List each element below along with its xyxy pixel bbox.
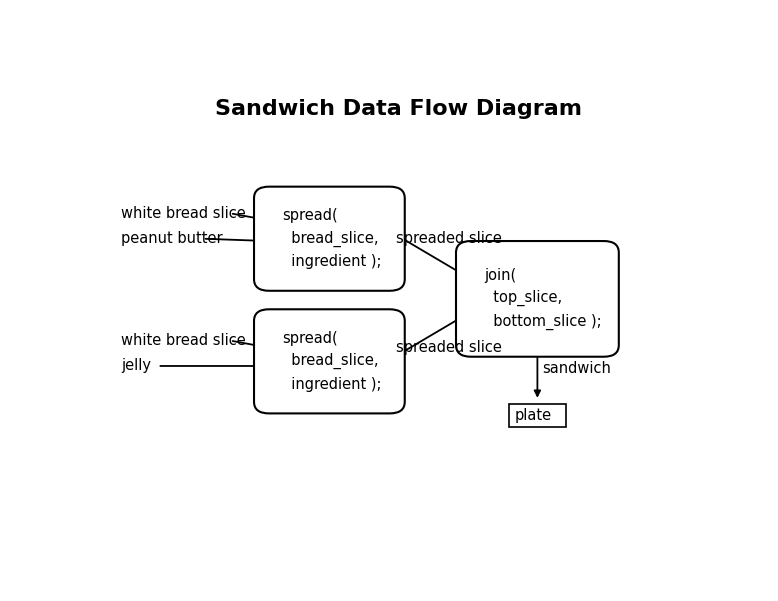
Text: jelly: jelly	[121, 358, 152, 373]
Text: white bread slice: white bread slice	[121, 206, 246, 221]
FancyBboxPatch shape	[254, 187, 405, 291]
Text: sandwich: sandwich	[542, 361, 611, 376]
Text: Sandwich Data Flow Diagram: Sandwich Data Flow Diagram	[216, 99, 582, 119]
FancyBboxPatch shape	[254, 310, 405, 413]
Text: plate: plate	[515, 408, 552, 423]
Text: join(
  top_slice,
  bottom_slice );: join( top_slice, bottom_slice );	[485, 268, 602, 330]
FancyBboxPatch shape	[456, 241, 619, 357]
Bar	[509, 404, 566, 427]
Text: spread(
  bread_slice,
  ingredient );: spread( bread_slice, ingredient );	[282, 209, 382, 269]
Text: spreaded slice: spreaded slice	[396, 340, 502, 355]
Text: spread(
  bread_slice,
  ingredient );: spread( bread_slice, ingredient );	[282, 331, 382, 392]
Text: peanut butter: peanut butter	[121, 231, 223, 246]
Text: spreaded slice: spreaded slice	[396, 231, 502, 246]
Text: white bread slice: white bread slice	[121, 333, 246, 348]
